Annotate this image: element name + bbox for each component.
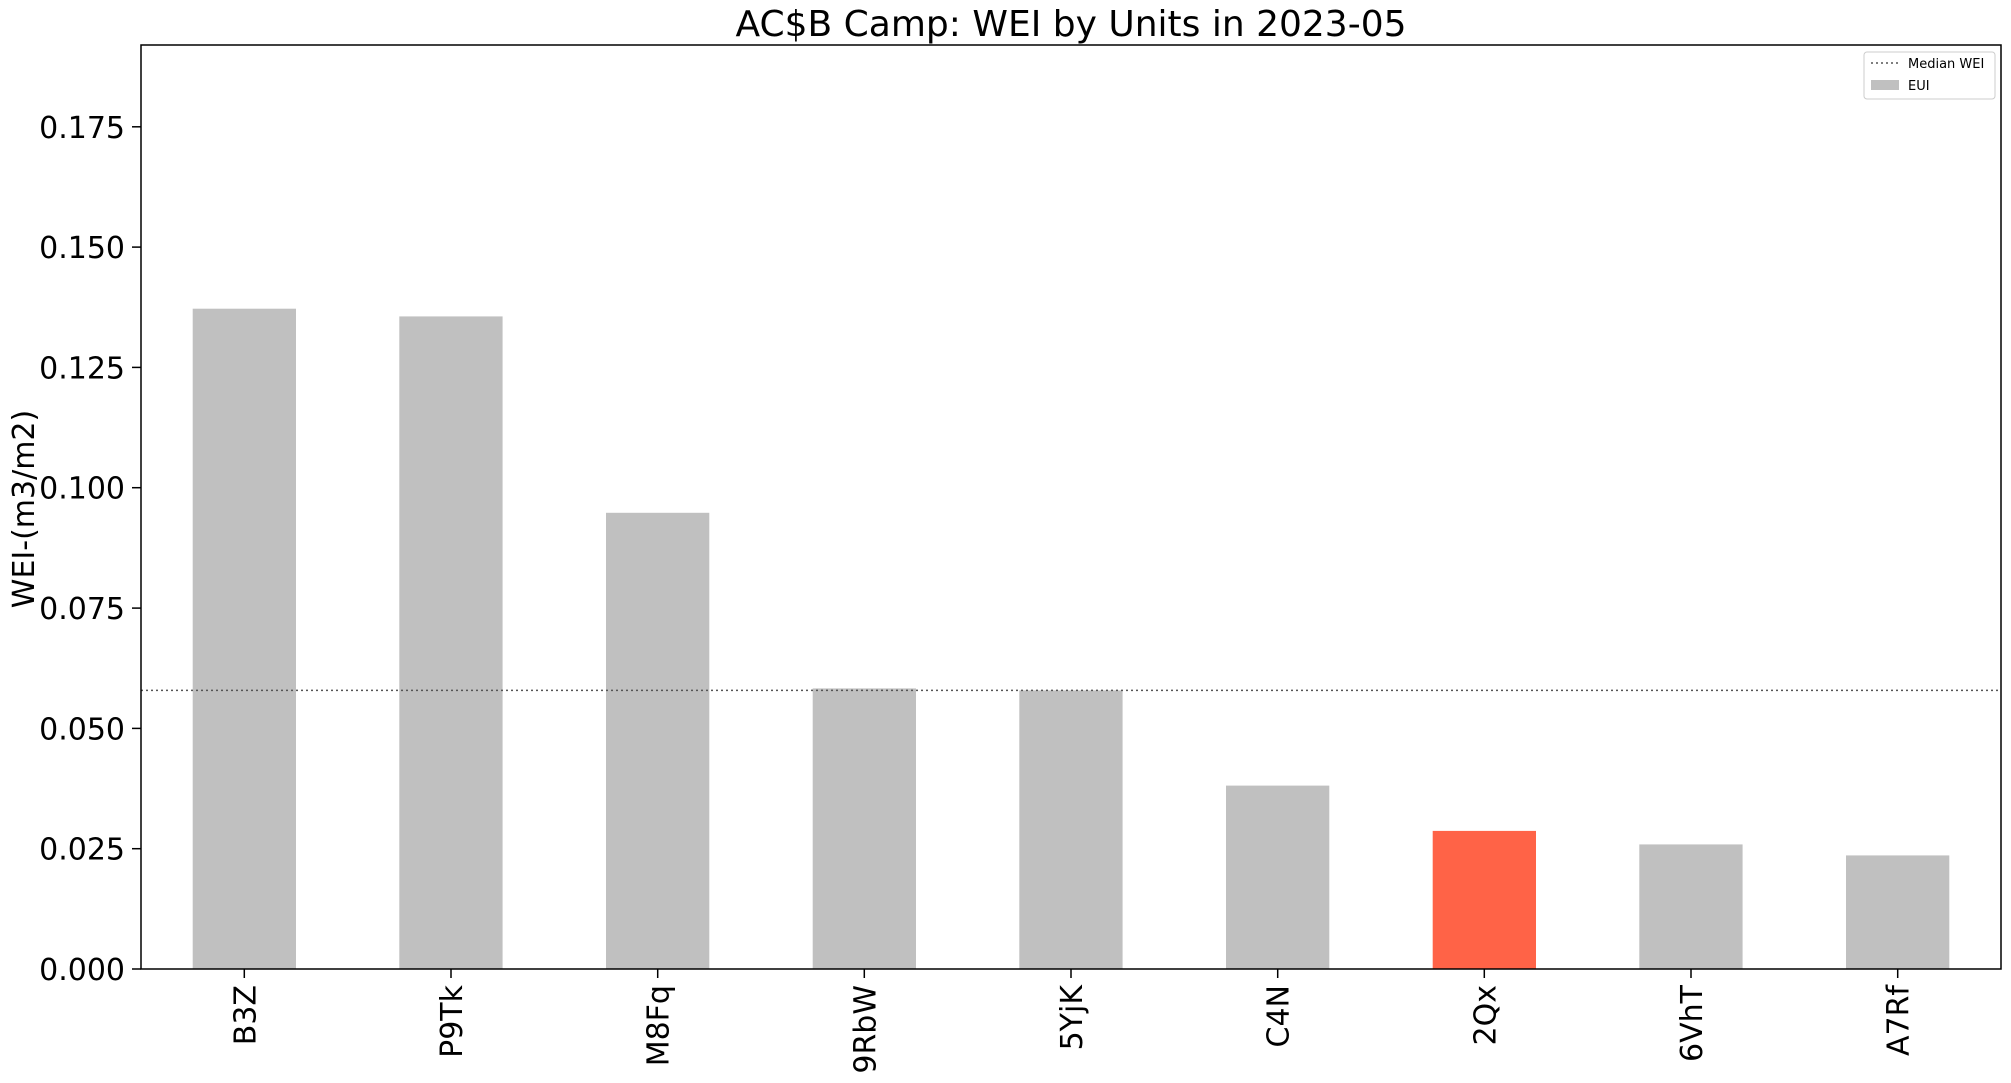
bar-2qx: [1432, 830, 1536, 969]
y-tick-label: 0.125: [39, 351, 125, 386]
y-tick-label: 0.050: [39, 712, 125, 747]
bar-5yjk: [1019, 690, 1123, 969]
x-tick-label: 2Qx: [1468, 985, 1503, 1045]
bar-a7rf: [1846, 855, 1950, 969]
y-tick-label: 0.075: [39, 592, 125, 627]
bar-p9tk: [399, 316, 503, 969]
x-tick-label: B3Z: [228, 985, 263, 1045]
bar-c4n: [1226, 785, 1330, 969]
x-axis-ticks: B3Z P9Tk M8Fq 9RbW 5YjK C4N 2Qx 6VhT A7Rf: [228, 969, 1917, 1074]
y-axis-label: WEI-(m3/m2): [7, 410, 42, 608]
chart-title: AC$B Camp: WEI by Units in 2023-05: [735, 4, 1406, 45]
x-tick-label: A7Rf: [1882, 984, 1917, 1056]
x-tick-label: 6VhT: [1675, 984, 1710, 1062]
bar-9rbw: [812, 688, 916, 969]
x-tick-label: M8Fq: [642, 985, 677, 1066]
y-tick-label: 0.175: [39, 111, 125, 146]
x-tick-label: P9Tk: [435, 984, 470, 1058]
y-tick-label: 0.100: [39, 472, 125, 507]
legend: Median WEI EUI: [1863, 51, 1996, 100]
y-axis-ticks: 0.000 0.025 0.050 0.075 0.100 0.125 0.150 0.175: [39, 111, 141, 988]
y-tick-label: 0.025: [39, 833, 125, 868]
x-tick-label: 5YjK: [1055, 984, 1090, 1051]
y-tick-label: 0.000: [39, 953, 125, 988]
bar-6vht: [1639, 844, 1743, 969]
legend-eui-swatch: [1871, 80, 1899, 90]
y-tick-label: 0.150: [39, 231, 125, 266]
bars-layer: [192, 308, 1950, 969]
bar-m8fq: [606, 512, 710, 969]
x-tick-label: 9RbW: [848, 985, 883, 1074]
x-tick-label: C4N: [1262, 985, 1297, 1047]
bar-b3z: [192, 308, 296, 969]
legend-eui-label: EUI: [1908, 79, 1930, 94]
legend-median-label: Median WEI: [1908, 57, 1984, 72]
